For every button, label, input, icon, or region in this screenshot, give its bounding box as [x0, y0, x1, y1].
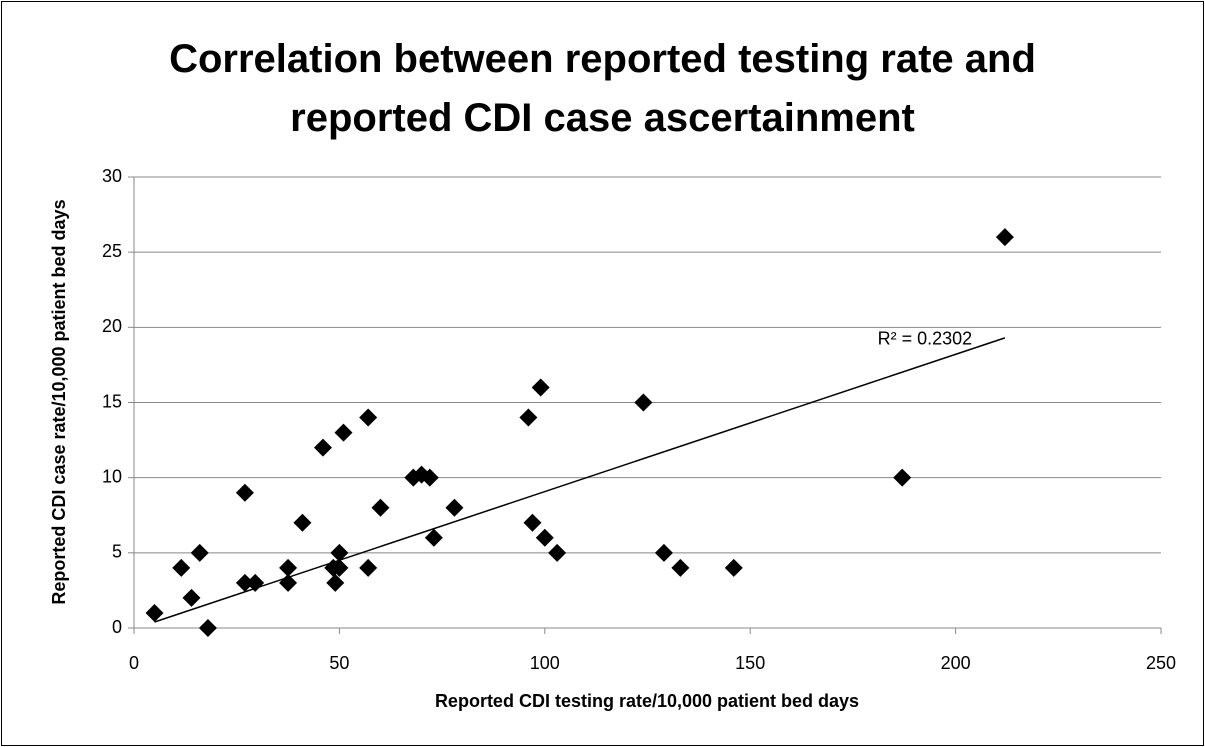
x-tick-label: 250	[1146, 653, 1176, 673]
point	[420, 468, 439, 487]
point	[724, 558, 743, 577]
y-tick-label: 10	[102, 466, 122, 486]
point	[654, 543, 673, 562]
y-tick-label: 15	[102, 391, 122, 411]
point	[519, 408, 538, 427]
chart-title: Correlation between reported testing rat…	[169, 37, 1036, 140]
point	[531, 378, 550, 397]
point	[359, 408, 378, 427]
point	[330, 558, 349, 577]
x-tick-label: 50	[329, 653, 349, 673]
point	[182, 588, 201, 607]
point	[293, 513, 312, 532]
y-axis-label: Reported CDI case rate/10,000 patient be…	[49, 199, 69, 604]
point	[235, 483, 254, 502]
point	[326, 573, 345, 592]
x-tick-label: 100	[530, 653, 560, 673]
point	[145, 603, 164, 622]
y-tick-label: 30	[102, 166, 122, 186]
x-tick-label: 200	[941, 653, 971, 673]
y-tick-label: 20	[102, 316, 122, 336]
point	[198, 619, 217, 637]
point	[995, 228, 1014, 247]
point	[279, 558, 298, 577]
x-tick-label: 150	[735, 653, 765, 673]
point	[172, 558, 191, 577]
y-tick-label: 5	[112, 542, 122, 562]
point	[359, 558, 378, 577]
y-tick-label: 0	[112, 617, 122, 637]
x-tick-label: 0	[129, 653, 139, 673]
x-axis-label: Reported CDI testing rate/10,000 patient…	[435, 691, 859, 711]
point	[548, 543, 567, 562]
point	[330, 543, 349, 562]
point	[671, 558, 690, 577]
point	[279, 573, 298, 592]
point	[313, 438, 332, 457]
point	[445, 498, 464, 517]
point	[535, 528, 554, 547]
trendline	[154, 337, 1006, 623]
point	[235, 573, 254, 592]
point	[334, 423, 353, 442]
point	[371, 498, 390, 517]
point	[246, 573, 265, 592]
point	[893, 468, 912, 487]
point	[190, 543, 209, 562]
point	[523, 513, 542, 532]
trendline-label: R² = 0.2302	[878, 329, 973, 349]
point	[424, 528, 443, 547]
point	[634, 393, 653, 412]
y-tick-label: 25	[102, 241, 122, 261]
